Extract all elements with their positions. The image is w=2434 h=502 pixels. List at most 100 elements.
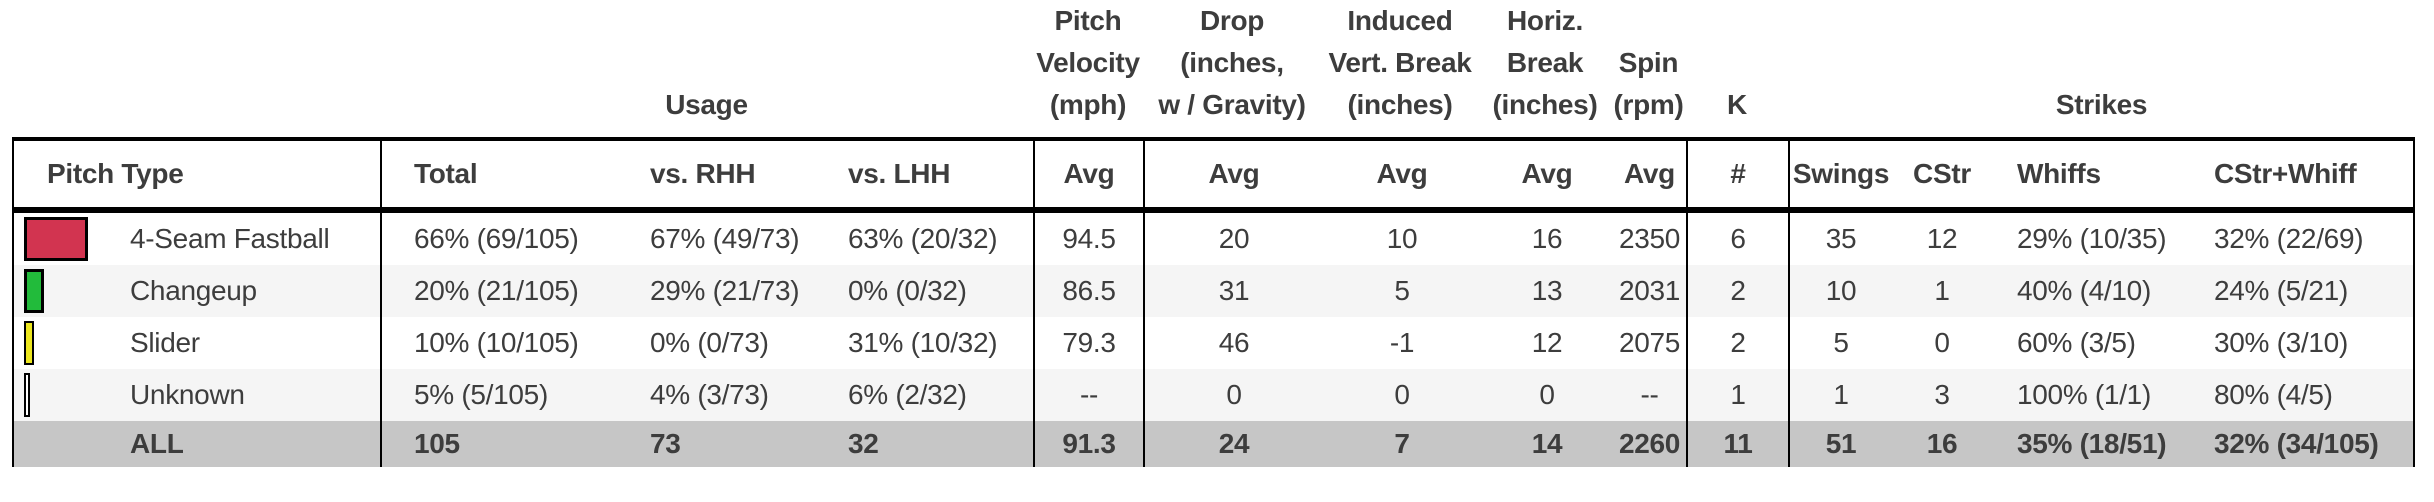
totals-label: ALL bbox=[130, 428, 184, 459]
cell-pitch-type: ALL bbox=[14, 421, 382, 467]
pitch-stats-table: Usage Pitch Velocity (mph) Drop (inches,… bbox=[12, 0, 2415, 467]
pitch-name-label: Slider bbox=[130, 327, 200, 358]
cell-whiffs: 60% (3/5) bbox=[2017, 327, 2136, 358]
cell-swings: 1 bbox=[1833, 379, 1849, 410]
cell-spin-avg: 2075 bbox=[1613, 317, 1688, 369]
cell-cstr-whiff: 32% (34/105) bbox=[2214, 428, 2379, 459]
cell-vs-rhh: 67% (49/73) bbox=[650, 223, 800, 254]
table-row: Unknown 5% (5/105) 4% (3/73) 6% (2/32) -… bbox=[12, 369, 2415, 421]
cell-vs-rhh: 4% (3/73) bbox=[650, 379, 769, 410]
cell-whiffs: 35% (18/51) bbox=[2017, 428, 2167, 459]
group-header-k: K bbox=[1727, 89, 1747, 120]
cell-cstr-whiff: 32% (22/69) bbox=[2214, 223, 2364, 254]
cell-ivb-avg: 7 bbox=[1394, 428, 1410, 459]
group-header-usage: Usage bbox=[665, 89, 748, 120]
cell-spin-avg: 2350 bbox=[1613, 213, 1688, 265]
col-header-k-num: # bbox=[1688, 141, 1790, 207]
cell-vs-lhh: 32 bbox=[832, 421, 1035, 467]
cell-vs-rhh: 73 bbox=[650, 428, 681, 459]
col-header-drop-avg: Avg bbox=[1208, 158, 1260, 189]
cell-swings: 51 bbox=[1825, 428, 1857, 459]
col-header-hb-avg: Avg bbox=[1521, 158, 1573, 189]
cell-drop-avg: 20 bbox=[1218, 223, 1250, 254]
cell-cstr-whiff: 24% (5/21) bbox=[2214, 275, 2348, 306]
pitch-name-label: 4-Seam Fastball bbox=[130, 223, 330, 254]
cell-cstr: 16 bbox=[1926, 428, 1958, 459]
cell-cstr: 1 bbox=[1934, 275, 1950, 306]
col-header-velo-avg: Avg bbox=[1035, 141, 1145, 207]
cell-cstr-whiff: 30% (3/10) bbox=[2214, 327, 2348, 358]
table-row: Slider 10% (10/105) 0% (0/73) 31% (10/32… bbox=[12, 317, 2415, 369]
cell-vs-rhh: 29% (21/73) bbox=[650, 275, 800, 306]
cell-k: 11 bbox=[1688, 421, 1790, 467]
cell-whiffs: 29% (10/35) bbox=[2017, 223, 2167, 254]
group-header-drop: Drop (inches, w / Gravity) bbox=[1158, 5, 1306, 120]
cell-vs-lhh: 31% (10/32) bbox=[832, 317, 1035, 369]
cell-velo-avg: 94.5 bbox=[1035, 213, 1145, 265]
cell-cstr: 0 bbox=[1934, 327, 1950, 358]
cell-vs-lhh: 63% (20/32) bbox=[832, 213, 1035, 265]
col-header-whiffs: Whiffs bbox=[2017, 158, 2101, 189]
cell-swings: 35 bbox=[1825, 223, 1857, 254]
column-header-row: Pitch Type Total vs. RHH vs. LHH Avg Avg… bbox=[12, 137, 2415, 213]
cell-ivb-avg: 10 bbox=[1386, 223, 1418, 254]
cell-pitch-type: Slider bbox=[14, 317, 382, 369]
cell-pitch-type: Unknown bbox=[14, 369, 382, 421]
col-header-ivb-avg: Avg bbox=[1376, 158, 1428, 189]
col-header-total: Total bbox=[414, 158, 478, 189]
cell-hb-avg: 16 bbox=[1531, 223, 1563, 254]
cell-ivb-avg: 5 bbox=[1394, 275, 1410, 306]
cell-k: 2 bbox=[1688, 265, 1790, 317]
cell-velo-avg: -- bbox=[1035, 369, 1145, 421]
group-header-row: Usage Pitch Velocity (mph) Drop (inches,… bbox=[12, 0, 2415, 137]
cell-total: 10% (10/105) bbox=[414, 327, 579, 358]
cell-cstr-whiff: 80% (4/5) bbox=[2214, 379, 2333, 410]
totals-row: ALL 105 73 32 91.3 24 7 14 2260 11 51 16… bbox=[12, 421, 2415, 467]
pitch-color-swatch bbox=[24, 373, 30, 417]
table-row: Changeup 20% (21/105) 29% (21/73) 0% (0/… bbox=[12, 265, 2415, 317]
cell-swings: 5 bbox=[1833, 327, 1849, 358]
cell-velo-avg: 91.3 bbox=[1035, 421, 1145, 467]
cell-drop-avg: 0 bbox=[1226, 379, 1242, 410]
table-row: 4-Seam Fastball 66% (69/105) 67% (49/73)… bbox=[12, 213, 2415, 265]
cell-drop-avg: 24 bbox=[1218, 428, 1250, 459]
cell-spin-avg: -- bbox=[1613, 369, 1688, 421]
cell-drop-avg: 46 bbox=[1218, 327, 1250, 358]
pitch-color-swatch bbox=[24, 217, 88, 261]
cell-hb-avg: 13 bbox=[1531, 275, 1563, 306]
cell-pitch-type: Changeup bbox=[14, 265, 382, 317]
pitch-color-swatch bbox=[24, 269, 44, 313]
cell-whiffs: 100% (1/1) bbox=[2017, 379, 2151, 410]
cell-ivb-avg: -1 bbox=[1389, 327, 1415, 358]
cell-velo-avg: 86.5 bbox=[1035, 265, 1145, 317]
cell-hb-avg: 12 bbox=[1531, 327, 1563, 358]
cell-hb-avg: 14 bbox=[1531, 428, 1563, 459]
cell-cstr: 12 bbox=[1926, 223, 1958, 254]
cell-k: 1 bbox=[1688, 369, 1790, 421]
group-header-spacer bbox=[12, 0, 380, 137]
cell-k: 6 bbox=[1688, 213, 1790, 265]
group-header-strikes: Strikes bbox=[2055, 89, 2148, 120]
cell-velo-avg: 79.3 bbox=[1035, 317, 1145, 369]
cell-total: 20% (21/105) bbox=[414, 275, 579, 306]
col-header-swings: Swings bbox=[1792, 158, 1890, 189]
cell-cstr: 3 bbox=[1934, 379, 1950, 410]
cell-spin-avg: 2031 bbox=[1613, 265, 1688, 317]
cell-hb-avg: 0 bbox=[1539, 379, 1555, 410]
cell-vs-rhh: 0% (0/73) bbox=[650, 327, 769, 358]
col-header-spin-avg: Avg bbox=[1613, 141, 1688, 207]
cell-swings: 10 bbox=[1825, 275, 1857, 306]
col-header-cstr: CStr bbox=[1913, 158, 1971, 189]
col-header-cstr-whiff: CStr+Whiff bbox=[2214, 158, 2357, 189]
cell-total: 66% (69/105) bbox=[414, 223, 579, 254]
col-header-pitch-type: Pitch Type bbox=[14, 141, 382, 207]
col-header-vs-lhh: vs. LHH bbox=[832, 141, 1035, 207]
cell-total: 105 bbox=[414, 428, 460, 459]
cell-vs-lhh: 0% (0/32) bbox=[832, 265, 1035, 317]
cell-vs-lhh: 6% (2/32) bbox=[832, 369, 1035, 421]
cell-pitch-type: 4-Seam Fastball bbox=[14, 213, 382, 265]
group-header-spin: Spin (rpm) bbox=[1613, 47, 1684, 120]
cell-ivb-avg: 0 bbox=[1394, 379, 1410, 410]
group-header-induced-vert-break: Induced Vert. Break (inches) bbox=[1328, 5, 1472, 120]
col-header-vs-rhh: vs. RHH bbox=[650, 158, 756, 189]
